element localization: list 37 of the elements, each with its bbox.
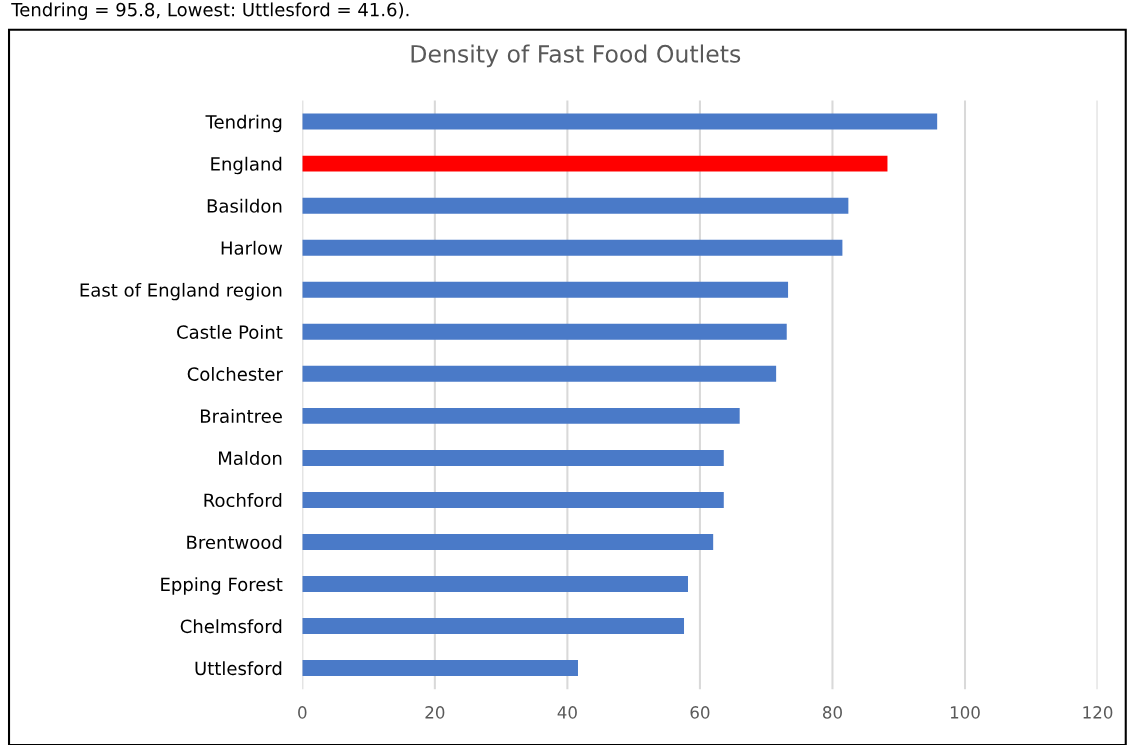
- x-tick-label: 0: [298, 706, 307, 719]
- x-tick-label: 80: [822, 706, 842, 719]
- y-tick-label: Harlow: [221, 240, 283, 255]
- bar: [302, 281, 789, 298]
- bar: [302, 155, 888, 172]
- bar: [302, 660, 578, 677]
- y-tick-label: England: [211, 156, 282, 175]
- x-tick-label: 20: [425, 706, 445, 719]
- bar: [302, 365, 777, 382]
- bar: [302, 323, 787, 340]
- bar: [302, 239, 843, 256]
- bar: [302, 491, 724, 508]
- bar: [302, 449, 724, 466]
- y-tick-label: Maldon: [219, 451, 282, 466]
- y-tick-label: Braintree: [200, 409, 282, 423]
- x-tick-label: 100: [950, 706, 980, 719]
- x-tick-label: 40: [557, 706, 577, 719]
- x-tick-label: 60: [690, 706, 710, 719]
- y-tick-label: Rochford: [204, 493, 282, 508]
- bar: [302, 618, 685, 635]
- y-tick-label: Castle Point: [177, 324, 283, 339]
- bar: [302, 407, 740, 424]
- y-tick-label: Basildon: [207, 198, 282, 213]
- bar: [302, 576, 688, 593]
- x-tick-label: 120: [1083, 706, 1113, 719]
- y-tick-label: Colchester: [187, 366, 283, 381]
- y-tick-label: Brentwood: [187, 535, 282, 550]
- y-tick-label: Chelmsford: [180, 619, 282, 634]
- bar: [302, 534, 714, 550]
- chart-title: Density of Fast Food Outlets: [411, 44, 741, 68]
- bar: [302, 113, 938, 130]
- y-tick-label: Epping Forest: [161, 577, 283, 595]
- y-tick-label: Tendring: [205, 114, 282, 133]
- y-tick-label: East of England region: [80, 282, 282, 301]
- text: Tendring = 95.8, Lowest: Uttlesford = 41.6).: [11, 2, 409, 20]
- bar: [302, 197, 849, 214]
- y-tick-label: Uttlesford: [195, 661, 282, 676]
